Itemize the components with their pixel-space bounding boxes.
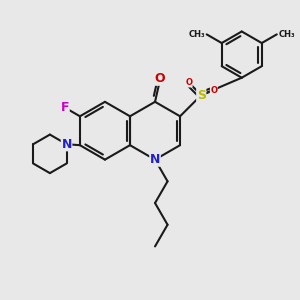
Text: CH₃: CH₃: [188, 30, 205, 39]
Text: S: S: [197, 88, 206, 102]
Text: F: F: [61, 101, 69, 114]
Text: N: N: [61, 138, 72, 151]
Text: O: O: [185, 78, 192, 87]
Text: O: O: [154, 72, 165, 85]
Text: CH₃: CH₃: [279, 30, 295, 39]
Text: O: O: [210, 86, 217, 95]
Text: N: N: [150, 153, 160, 166]
